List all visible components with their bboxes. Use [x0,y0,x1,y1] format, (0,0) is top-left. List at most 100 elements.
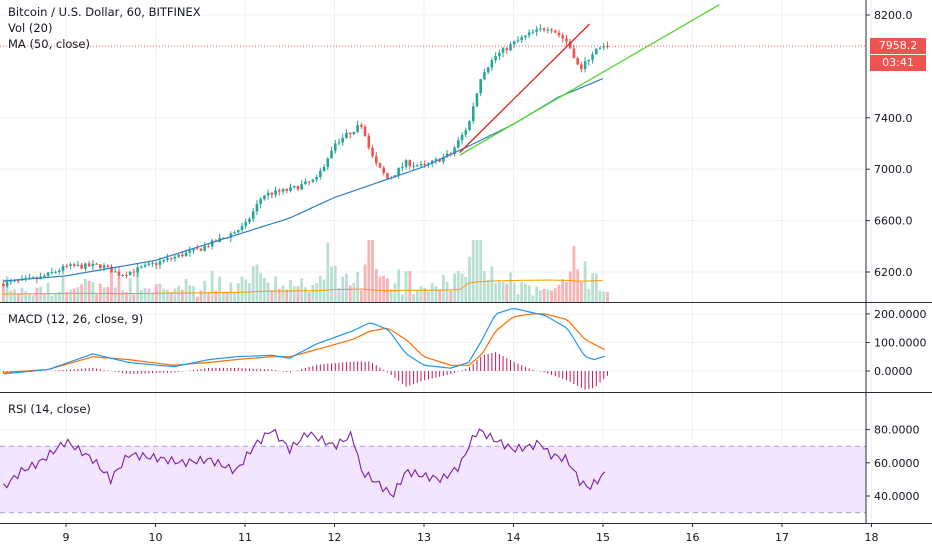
candle-body [561,35,565,39]
candle-body [177,254,180,257]
time-tick-label: 15 [596,531,610,544]
candle-body [516,40,520,42]
candle-body [24,278,28,280]
macd-panel[interactable] [2,307,608,390]
price-tick-label: 8200.0 [874,9,913,22]
candle-body [378,163,382,168]
price-tick-label: 6200.0 [874,266,913,279]
candle-body [587,59,591,62]
volume-bar [166,289,169,302]
volume-bar [244,279,248,302]
volume-bar [371,240,374,302]
volume-bar [307,292,311,302]
candle-body [430,160,434,164]
volume-bar [471,240,475,302]
candle-body [315,177,318,180]
candle-body [494,56,497,61]
candle-body [151,263,154,265]
candle-body [162,259,166,262]
candle-body [46,272,50,276]
volume-bar [512,282,516,302]
volume-bar [240,276,244,302]
candle-body [132,271,136,273]
volume-bar [535,286,539,302]
candle-body [169,258,173,260]
volume-bar [397,269,401,302]
ma-indicator-label[interactable]: MA (50, close) [8,37,90,51]
vol-indicator-label[interactable]: Vol (20) [8,21,53,35]
candle-body [113,271,117,273]
price-tick-label: 6600.0 [874,215,913,228]
candle-body [445,153,449,157]
candle-body [591,54,594,60]
volume-bar [106,286,110,302]
candle-body [125,274,128,276]
candle-body [490,60,494,68]
candle-body [307,181,311,183]
candle-body [87,263,91,267]
candle-body [471,106,475,121]
candle-body [296,186,300,190]
candle-body [274,190,277,195]
candle-body [154,263,158,265]
candle-body [233,232,236,234]
candle-body [401,166,404,168]
candle-body [43,275,46,277]
macd-legend[interactable]: MACD (12, 26, close, 9) [8,312,144,326]
candle-body [50,272,54,274]
volume-bar [587,288,591,302]
last-price-tag: 7958.2 [870,38,926,54]
volume-bar [550,290,553,302]
candle-body [192,248,195,251]
rsi-line [2,428,606,498]
volume-bar [408,271,412,302]
volume-bar [31,295,35,302]
volume-bar [162,288,166,302]
candle-body [360,124,363,127]
volume-bar [464,276,468,302]
candle-body [304,181,307,185]
volume-bar [438,289,442,302]
volume-bar [311,284,315,302]
candlestick-series[interactable] [2,24,609,288]
volume-bar [285,289,289,302]
volume-bar [233,293,236,302]
candle-body [557,32,561,36]
candle-body [229,233,233,238]
candle-body [442,156,445,162]
volume-bar [39,286,43,302]
candle-body [57,270,61,272]
candle-body [266,192,270,196]
candle-body [505,48,509,51]
candle-body [240,225,244,231]
candle-body [110,266,113,273]
volume-bar [393,283,397,302]
volume-bar [386,278,389,302]
volume-bar [374,269,378,302]
volume-bar [505,283,509,302]
rsi-legend[interactable]: RSI (14, close) [8,402,91,416]
volume-bar [132,294,136,302]
volume-bar [1,286,5,302]
volume-bar [423,288,427,302]
volume-bar [531,295,535,302]
candle-body [281,189,285,192]
time-tick-label: 16 [686,531,700,544]
volume-bar [218,276,222,302]
volume-bar [557,284,561,302]
legend: Bitcoin / U.S. Dollar, 60, BITFINEX Vol … [8,4,201,52]
volume-bar [16,293,20,302]
candle-body [210,240,214,247]
candle-body [285,189,289,191]
candle-body [184,252,188,257]
candle-body [300,184,303,190]
candle-body [337,142,341,144]
volume-bar [583,261,587,302]
time-tick-label: 14 [507,531,521,544]
volume-bar [330,266,333,302]
macd-line [3,307,605,375]
rsi-panel[interactable] [0,428,866,514]
volume-bar [292,286,296,302]
symbol-title[interactable]: Bitcoin / U.S. Dollar, 60, BITFINEX [8,5,201,19]
